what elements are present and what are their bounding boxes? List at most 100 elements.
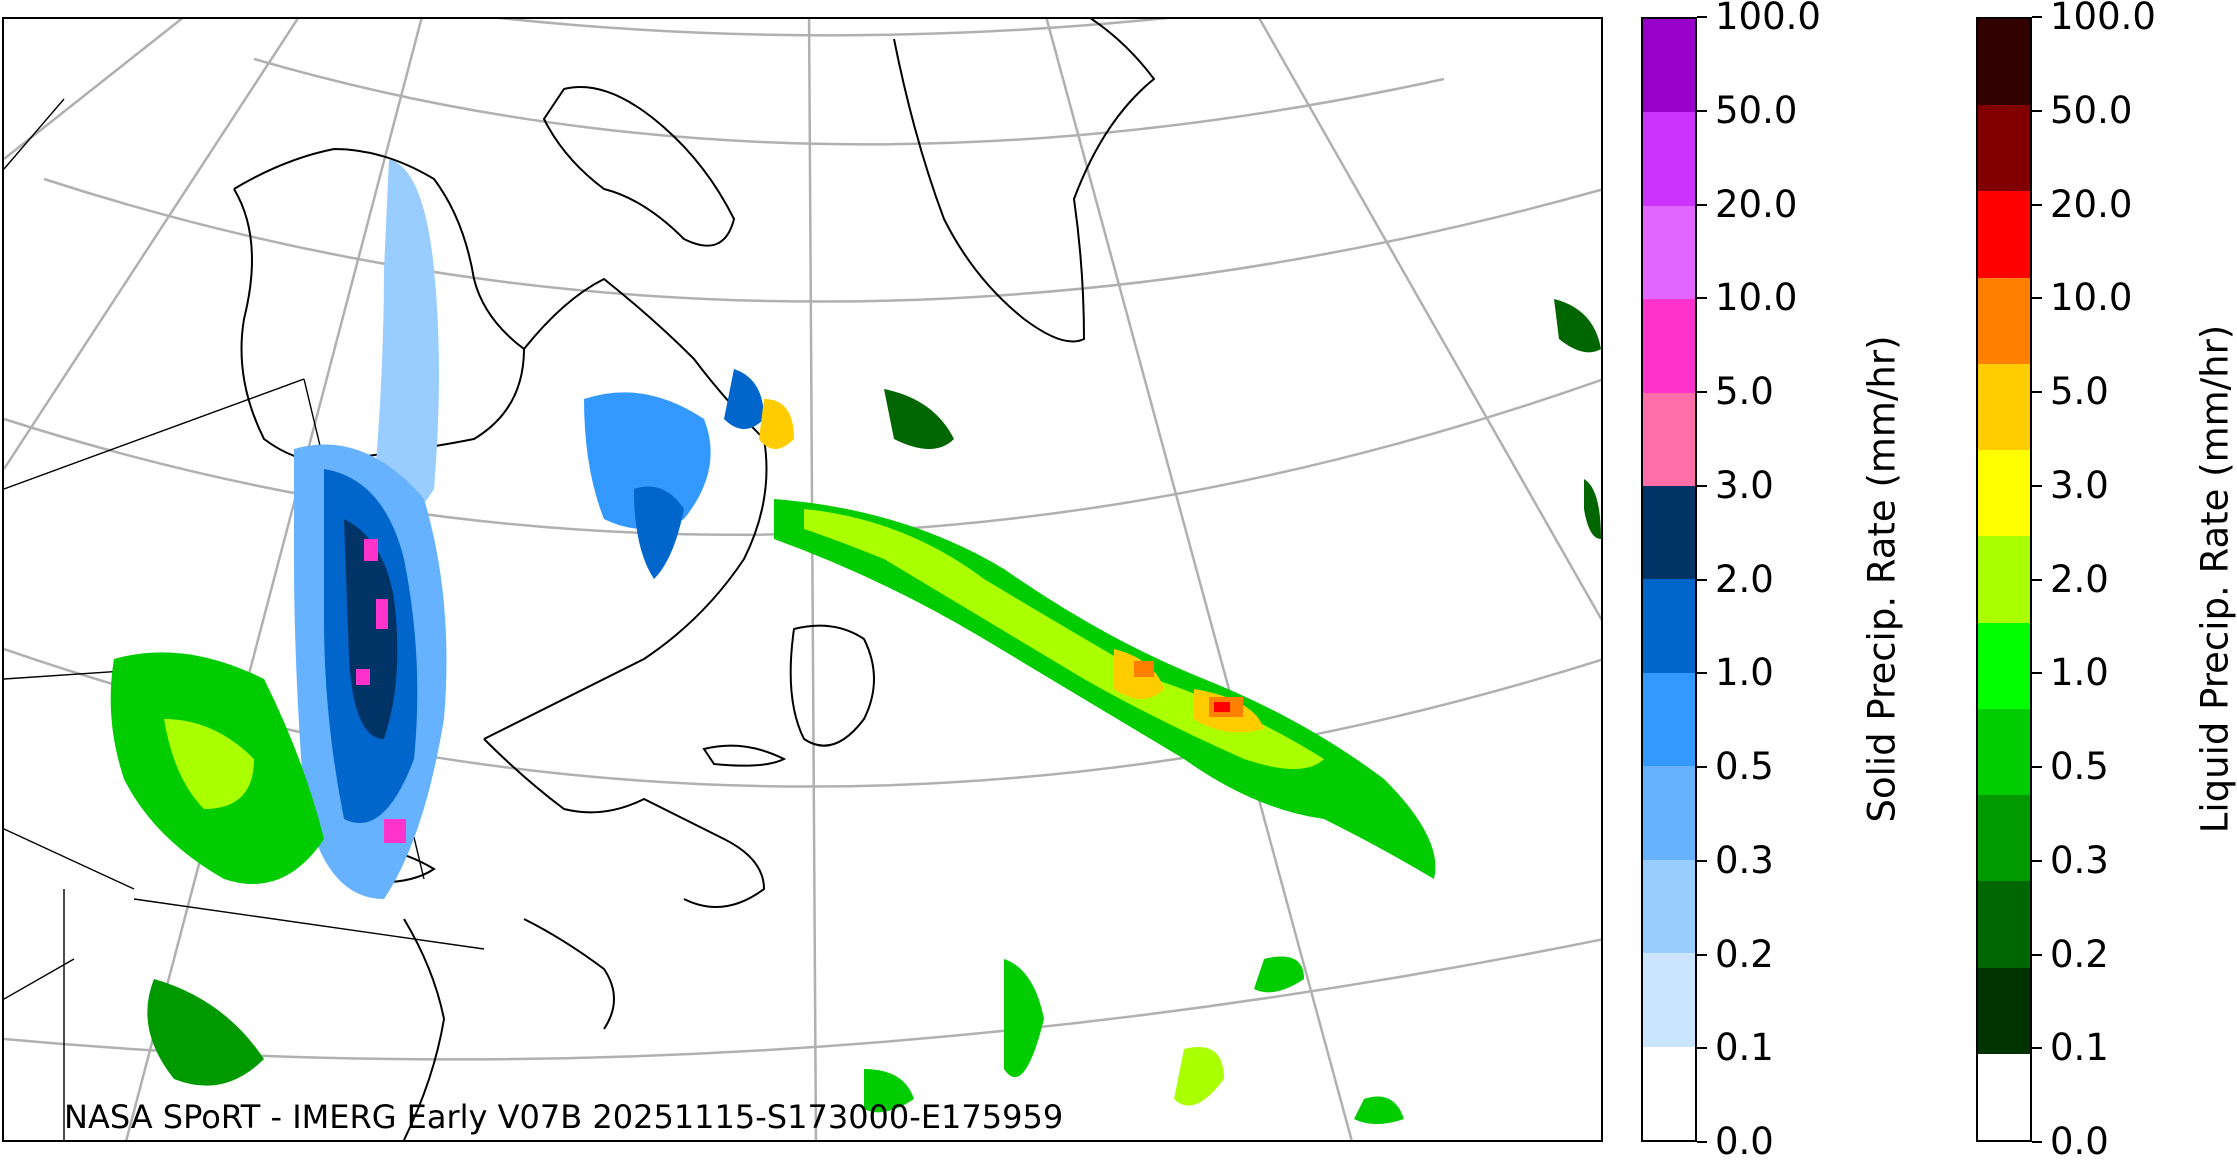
solid-labrador-core <box>634 486 684 579</box>
solid_colorbar-segment <box>1643 953 1695 1047</box>
solid_colorbar-tick-mark <box>1697 16 1707 18</box>
solid_colorbar-tick-mark <box>1697 578 1707 581</box>
solid_colorbar-tick-label: 100.0 <box>1715 0 1821 38</box>
solid_colorbar-segment <box>1643 859 1695 954</box>
liquid-atlantic-7 <box>864 1069 914 1113</box>
solid_colorbar-tick-label: 0.3 <box>1715 838 1774 882</box>
liquid_colorbar-tick-mark <box>2032 203 2042 206</box>
liquid_colorbar-tick-mark <box>2032 297 2042 300</box>
solid_colorbar-segment <box>1643 1046 1695 1140</box>
solid_colorbar-tick-label: 20.0 <box>1715 182 1798 226</box>
liquid-colorbar-ticks: 0.0 0.1 0.2 0.3 0.5 1.0 2.0 3.0 5.0 10.0 20.0 50.0 1… <box>2032 0 2192 1162</box>
solid-bits <box>724 369 764 429</box>
solid_colorbar-segment <box>1643 392 1695 487</box>
graticule-meridians <box>4 19 1601 1140</box>
liquid-front-max <box>1214 702 1230 712</box>
solid_colorbar-tick-label: 0.2 <box>1715 932 1774 976</box>
liquid_colorbar-tick-label: 0.3 <box>2050 838 2109 882</box>
liquid-precip-field <box>110 299 1601 1124</box>
liquid_colorbar-tick-mark <box>2032 484 2042 487</box>
solid-precip-field <box>294 159 764 899</box>
liquid-atlantic-2 <box>1174 1047 1224 1106</box>
liquid_colorbar-tick-label: 50.0 <box>2050 88 2133 132</box>
liquid_colorbar-segment <box>1978 536 2030 623</box>
liquid-atlantic-4 <box>1554 299 1601 353</box>
liquid-precip-colorbar <box>1976 17 2032 1142</box>
solid_colorbar-segment <box>1643 766 1695 860</box>
solid_colorbar-segment <box>1643 205 1695 300</box>
solid-cells <box>356 539 406 843</box>
solid_colorbar-segment <box>1643 18 1695 113</box>
liquid_colorbar-tick-mark <box>2032 672 2042 675</box>
liquid-greenland-south <box>884 389 954 449</box>
liquid_colorbar-segment <box>1978 277 2030 364</box>
solid_colorbar-segment <box>1643 579 1695 673</box>
solid_colorbar-tick-label: 50.0 <box>1715 88 1798 132</box>
solid_colorbar-segment <box>1643 112 1695 206</box>
liquid_colorbar-tick-mark <box>2032 859 2042 862</box>
solid_colorbar-tick-label: 0.5 <box>1715 745 1774 788</box>
liquid_colorbar-segment <box>1978 708 2030 796</box>
liquid_colorbar-segment <box>1978 191 2030 278</box>
solid-precip-colorbar <box>1641 17 1697 1142</box>
liquid-great-lakes-light <box>164 719 254 809</box>
solid_colorbar-segment <box>1643 672 1695 767</box>
liquid_colorbar-segment <box>1978 622 2030 709</box>
solid_colorbar-tick-mark <box>1697 203 1707 206</box>
liquid_colorbar-tick-label: 1.0 <box>2050 651 2109 695</box>
solid_colorbar-tick-label: 3.0 <box>1715 463 1774 507</box>
liquid-colorbar-label: Liquid Precip. Rate (mm/hr) <box>2193 324 2237 834</box>
liquid_colorbar-tick-label: 2.0 <box>2050 557 2109 601</box>
liquid_colorbar-segment <box>1978 967 2030 1054</box>
liquid_colorbar-segment <box>1978 450 2030 537</box>
solid-colorbar-label: Solid Precip. Rate (mm/hr) <box>1860 335 1904 823</box>
liquid-atlantic-3 <box>1254 956 1304 993</box>
liquid_colorbar-tick-mark <box>2032 953 2042 956</box>
liquid_colorbar-tick-label: 100.0 <box>2050 0 2156 38</box>
solid_colorbar-tick-mark <box>1697 953 1707 956</box>
liquid-atlantic-1 <box>1004 959 1044 1078</box>
solid_colorbar-tick-label: 2.0 <box>1715 557 1774 601</box>
liquid_colorbar-segment <box>1978 1053 2030 1140</box>
solid_colorbar-tick-label: 5.0 <box>1715 370 1774 413</box>
solid_colorbar-tick-mark <box>1697 766 1707 768</box>
solid_colorbar-segment <box>1643 486 1695 580</box>
liquid_colorbar-tick-mark <box>2032 16 2042 18</box>
liquid_colorbar-tick-label: 0.0 <box>2050 1120 2109 1163</box>
solid_colorbar-tick-mark <box>1697 1141 1707 1143</box>
liquid_colorbar-tick-label: 10.0 <box>2050 276 2133 320</box>
solid_colorbar-tick-label: 0.1 <box>1715 1026 1774 1070</box>
data-source-credit: NASA SPoRT - IMERG Early V07B 20251115-S… <box>64 1098 1064 1136</box>
liquid_colorbar-segment <box>1978 18 2030 106</box>
liquid_colorbar-tick-label: 3.0 <box>2050 463 2109 507</box>
liquid_colorbar-tick-label: 0.2 <box>2050 932 2109 976</box>
liquid_colorbar-tick-mark <box>2032 1047 2042 1050</box>
solid_colorbar-tick-label: 10.0 <box>1715 276 1798 320</box>
liquid_colorbar-segment <box>1978 795 2030 882</box>
liquid_colorbar-tick-label: 0.5 <box>2050 745 2109 788</box>
solid_colorbar-tick-mark <box>1697 109 1707 112</box>
liquid_colorbar-tick-label: 20.0 <box>2050 182 2133 226</box>
solid_colorbar-tick-mark <box>1697 391 1707 393</box>
solid_colorbar-tick-mark <box>1697 672 1707 675</box>
liquid-atlantic-6 <box>1354 1096 1404 1124</box>
liquid_colorbar-tick-label: 0.1 <box>2050 1026 2109 1070</box>
map-canvas <box>4 19 1601 1140</box>
solid-colorbar-ticks: 0.0 0.1 0.2 0.3 0.5 1.0 2.0 3.0 5.0 10.0 20.0 50.0 1… <box>1697 0 1857 1162</box>
precip-map <box>2 17 1603 1142</box>
solid_colorbar-tick-mark <box>1697 484 1707 487</box>
liquid-labrador-yellow <box>759 399 794 449</box>
liquid_colorbar-tick-label: 5.0 <box>2050 370 2109 413</box>
liquid_colorbar-tick-mark <box>2032 391 2042 393</box>
liquid_colorbar-segment <box>1978 105 2030 192</box>
liquid_colorbar-segment <box>1978 881 2030 968</box>
solid-band-light <box>374 159 439 514</box>
liquid-us-east <box>147 979 264 1086</box>
solid_colorbar-tick-label: 1.0 <box>1715 651 1774 695</box>
solid_colorbar-tick-mark <box>1697 1047 1707 1050</box>
solid_colorbar-tick-mark <box>1697 297 1707 300</box>
solid_colorbar-tick-mark <box>1697 859 1707 862</box>
liquid_colorbar-tick-mark <box>2032 578 2042 581</box>
liquid-atlantic-5 <box>1584 479 1601 539</box>
liquid_colorbar-tick-mark <box>2032 766 2042 768</box>
